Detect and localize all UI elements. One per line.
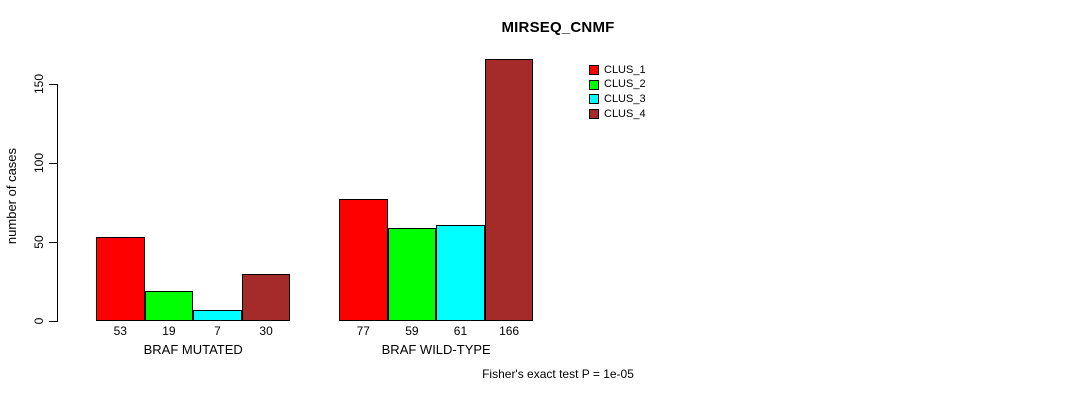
y-axis-tick-label: 150	[32, 73, 46, 95]
legend-label: CLUS_3	[604, 92, 646, 105]
bar-clus_4-0	[241, 273, 291, 321]
legend-row: CLUS_4	[589, 107, 646, 122]
bar-clus_2-1	[387, 227, 437, 321]
legend-row: CLUS_1	[589, 63, 646, 78]
y-axis-tick-label: 0	[32, 317, 46, 325]
bar-value-label: 61	[453, 324, 468, 338]
bar-value-label: 166	[499, 324, 520, 338]
bar-clus_2-0	[144, 290, 194, 321]
legend-label: CLUS_2	[604, 78, 646, 91]
y-axis-line	[57, 84, 58, 322]
legend-swatch-clus-4	[589, 109, 599, 120]
bar-value-label: 7	[214, 324, 221, 338]
bar-clus_1-1	[339, 199, 388, 321]
bar-value-label: 59	[405, 324, 419, 338]
bar-clus_4-1	[484, 58, 534, 321]
legend-row: CLUS_2	[589, 78, 646, 93]
category-label: BRAF WILD-TYPE	[381, 342, 491, 357]
bar-value-label: 19	[162, 324, 176, 338]
y-axis-tick-label: 50	[32, 235, 46, 249]
y-axis-tick	[49, 163, 57, 164]
bar-clus_3-0	[193, 309, 242, 321]
bar-value-label: 30	[259, 324, 273, 338]
fishers-test-annotation: Fisher's exact test P = 1e-05	[482, 367, 634, 381]
bar-value-label: 53	[113, 324, 127, 338]
legend: CLUS_1 CLUS_2 CLUS_3 CLUS_4	[589, 63, 646, 121]
legend-swatch-clus-1	[589, 65, 599, 76]
legend-label: CLUS_4	[604, 107, 646, 120]
y-axis-tick	[49, 84, 57, 85]
bar-clus_1-0	[96, 237, 145, 321]
y-axis-tick	[49, 242, 57, 243]
bar-value-label: 77	[356, 324, 370, 338]
y-axis-title: number of cases	[4, 147, 19, 245]
y-axis-tick	[49, 321, 57, 322]
category-label: BRAF MUTATED	[143, 342, 243, 357]
chart-title: MIRSEQ_CNMF	[501, 19, 615, 36]
y-axis-tick-label: 100	[32, 152, 46, 174]
bar-clus_3-1	[436, 224, 485, 321]
legend-swatch-clus-3	[589, 94, 599, 105]
legend-swatch-clus-2	[589, 79, 599, 90]
legend-label: CLUS_1	[604, 63, 646, 76]
legend-row: CLUS_3	[589, 92, 646, 107]
